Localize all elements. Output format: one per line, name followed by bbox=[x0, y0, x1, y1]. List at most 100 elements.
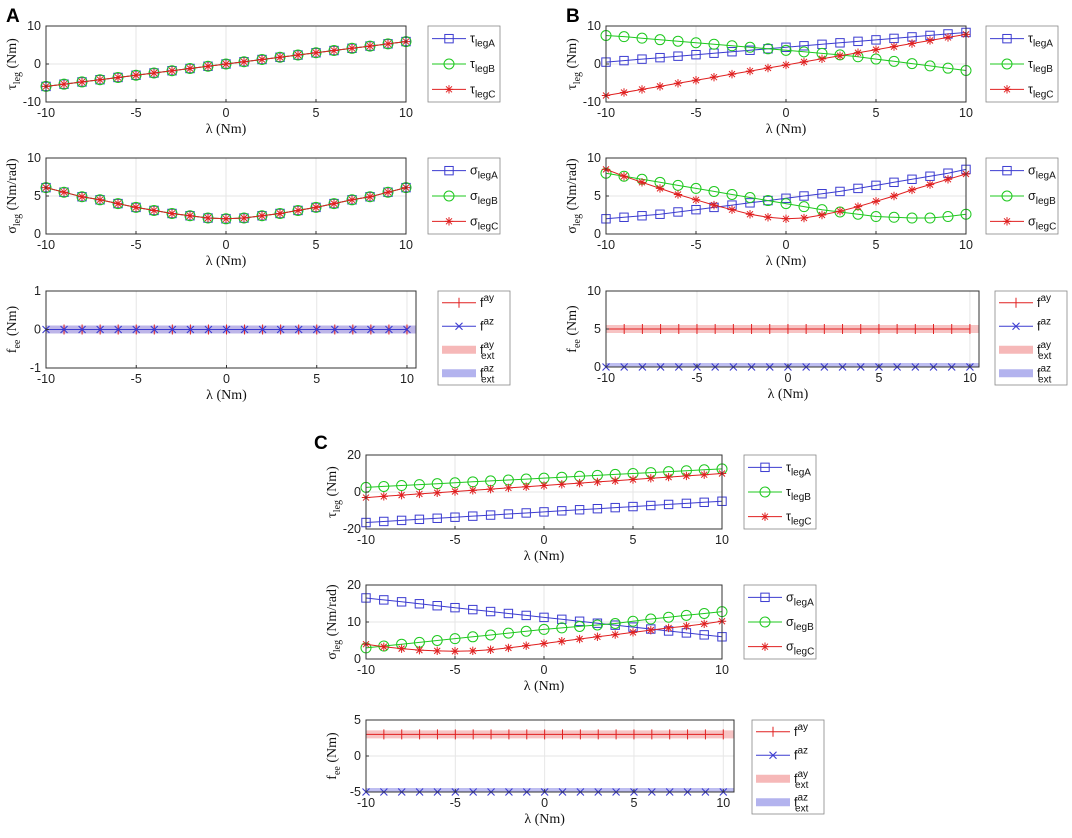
y-tick-label: 10 bbox=[27, 19, 41, 33]
x-tick-label: 0 bbox=[541, 796, 548, 810]
data-point bbox=[726, 188, 738, 200]
y-axis-label: fee (Nm) bbox=[325, 732, 343, 780]
x-axis-label: λ (Nm) bbox=[768, 387, 809, 402]
data-point bbox=[366, 325, 375, 334]
legend-marker bbox=[769, 751, 777, 760]
data-point bbox=[556, 622, 568, 634]
legend-label: τlegA bbox=[1028, 32, 1053, 50]
y-axis-label: τleg (Nm) bbox=[565, 38, 583, 90]
data-point bbox=[520, 625, 532, 637]
legend-marker bbox=[444, 85, 454, 94]
data-point bbox=[113, 73, 123, 82]
legend-marker bbox=[455, 322, 463, 331]
data-point bbox=[637, 85, 647, 94]
data-point bbox=[817, 210, 827, 220]
series-line bbox=[605, 172, 967, 219]
data-point bbox=[708, 185, 720, 197]
data-point bbox=[646, 474, 655, 483]
data-point bbox=[258, 325, 267, 334]
y-tick-label: 0 bbox=[354, 749, 361, 763]
data-point bbox=[503, 509, 514, 519]
data-point bbox=[835, 186, 845, 197]
legend-entry: fay ext bbox=[999, 340, 1052, 362]
x-tick-label: 10 bbox=[963, 371, 977, 385]
x-axis-label: λ (Nm) bbox=[206, 254, 247, 269]
x-axis-label: λ (Nm) bbox=[524, 679, 565, 694]
data-point bbox=[310, 47, 322, 59]
data-point bbox=[799, 57, 809, 67]
data-point bbox=[329, 46, 339, 55]
data-point bbox=[257, 211, 267, 220]
legend-marker bbox=[1012, 322, 1020, 331]
data-point bbox=[94, 194, 106, 206]
data-point bbox=[925, 36, 935, 45]
x-tick-label: 5 bbox=[313, 106, 320, 120]
data-point bbox=[655, 184, 665, 193]
data-point bbox=[432, 513, 442, 523]
data-point bbox=[431, 635, 443, 646]
y-axis-label: σleg (Nm/rad) bbox=[325, 584, 343, 660]
data-point bbox=[539, 507, 549, 517]
legend-label: τlegC bbox=[470, 82, 496, 100]
legend-entry: fay bbox=[442, 293, 494, 310]
data-point bbox=[673, 79, 683, 88]
data-point bbox=[397, 490, 406, 500]
data-point bbox=[378, 480, 390, 492]
data-point bbox=[485, 629, 497, 641]
series-legc bbox=[361, 469, 727, 502]
data-point bbox=[636, 32, 648, 44]
legend-entry: τlegA bbox=[748, 460, 811, 478]
x-tick-label: 10 bbox=[400, 372, 414, 386]
data-point bbox=[744, 192, 756, 204]
data-point bbox=[611, 476, 620, 485]
series-legb bbox=[600, 167, 972, 224]
legend-marker bbox=[443, 58, 455, 70]
series-line bbox=[365, 500, 723, 523]
data-point bbox=[609, 617, 621, 629]
x-tick-label: 0 bbox=[223, 106, 230, 120]
panel-letter-a: A bbox=[6, 6, 20, 27]
legend-entry: σlegA bbox=[990, 164, 1056, 182]
data-point bbox=[204, 325, 213, 334]
data-point bbox=[130, 201, 142, 213]
data-point bbox=[330, 325, 339, 334]
legend-label: σlegC bbox=[786, 640, 814, 658]
y-tick-label: 10 bbox=[587, 151, 601, 165]
data-point bbox=[292, 49, 304, 61]
data-point bbox=[655, 52, 665, 63]
data-point bbox=[698, 607, 710, 619]
panel-letter-c: C bbox=[314, 433, 328, 454]
legend-label: τlegB bbox=[470, 57, 495, 75]
data-point bbox=[433, 488, 442, 497]
x-tick-label: -5 bbox=[690, 106, 701, 120]
data-point bbox=[539, 612, 549, 623]
series-legc bbox=[41, 37, 411, 91]
data-point bbox=[150, 325, 159, 334]
legend-entry: fay bbox=[999, 293, 1051, 310]
data-point bbox=[619, 55, 629, 66]
legend-label: faz bbox=[794, 745, 808, 762]
data-point bbox=[220, 58, 232, 70]
y-axis-label: σleg (Nm/rad) bbox=[5, 158, 23, 234]
legend-label: σlegC bbox=[470, 214, 498, 232]
data-point bbox=[691, 195, 701, 204]
data-point bbox=[185, 64, 195, 73]
data-point bbox=[346, 42, 358, 54]
data-point bbox=[906, 212, 918, 224]
y-tick-label: 5 bbox=[594, 189, 601, 203]
legend-marker bbox=[444, 165, 454, 176]
legend-label: τlegA bbox=[786, 460, 811, 478]
data-point bbox=[364, 191, 376, 203]
data-point bbox=[433, 646, 442, 656]
data-point bbox=[329, 199, 339, 208]
data-point bbox=[521, 508, 531, 518]
legend-label: fay bbox=[480, 293, 494, 310]
data-point bbox=[798, 46, 810, 58]
legend-entry: σlegC bbox=[432, 214, 498, 232]
legend-swatch bbox=[756, 798, 790, 807]
legend-marker bbox=[759, 486, 771, 498]
legend-entry: faz bbox=[442, 316, 494, 333]
data-point bbox=[132, 325, 141, 334]
